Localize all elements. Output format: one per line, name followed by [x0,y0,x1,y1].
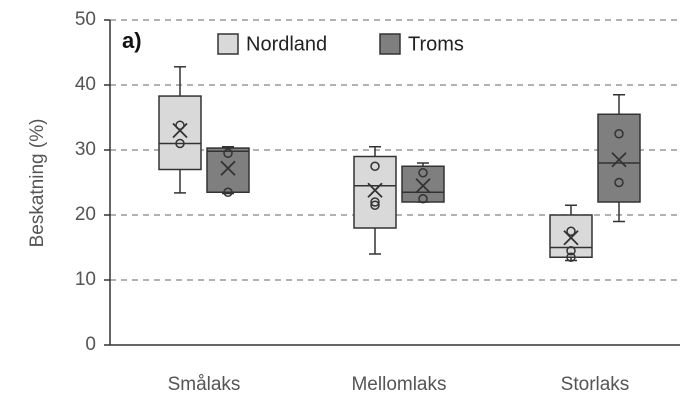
panel-label: a) [122,28,142,53]
data-point [370,200,380,210]
y-tick-label: 0 [85,334,96,355]
data-point [566,226,576,236]
data-point [614,129,624,139]
y-tick-label: 10 [75,269,96,290]
x-tick-label: Mellomlaks [351,374,446,395]
legend-swatch [217,33,239,55]
y-tick-label: 40 [75,74,96,95]
data-point [223,148,233,158]
y-axis-label: Beskatning (%) [27,119,48,248]
data-point [370,197,380,207]
data-point [175,138,185,149]
data-point [223,187,233,197]
data-point [566,252,576,262]
data-point [566,246,576,256]
mean-marker [563,230,579,246]
y-tick-label: 50 [75,9,96,30]
box [158,95,202,171]
box [549,214,593,258]
box [401,165,445,203]
x-tick-label: Storlaks [561,374,630,395]
x-tick-label: Smålaks [168,374,241,395]
legend-swatch [379,33,401,55]
legend-label: Troms [408,33,464,55]
data-point [370,161,380,171]
mean-marker [415,178,431,194]
box [597,113,641,203]
data-point [418,194,428,204]
legend-label: Nordland [246,33,327,55]
data-point [614,177,624,188]
mean-marker [611,152,627,168]
mean-marker [172,122,188,139]
y-tick-label: 30 [75,139,96,160]
mean-marker [367,182,383,198]
data-point [418,168,428,178]
y-tick-label: 20 [75,204,96,225]
box [206,147,250,194]
mean-marker [220,160,236,176]
box [353,155,397,229]
